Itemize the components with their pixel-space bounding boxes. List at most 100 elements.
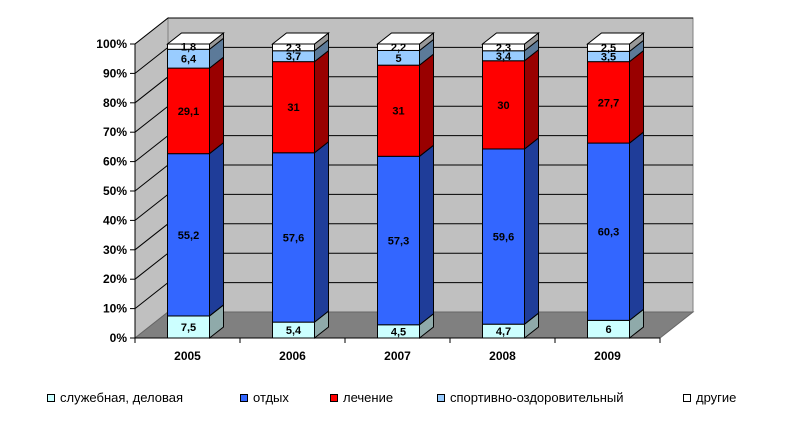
data-label: 2,5 [601,43,616,55]
y-tick-label: 90% [103,66,127,80]
legend-swatch [683,393,691,402]
y-tick-label: 20% [103,272,127,286]
x-tick-label: 2005 [174,349,201,363]
data-label: 1,8 [181,42,196,54]
data-label: 55,2 [178,230,199,242]
bar-front [482,148,525,325]
bar-segment: 29,1 [167,56,224,155]
y-tick-label: 70% [103,125,127,139]
data-label: 2,2 [391,42,406,54]
legend-swatch [47,393,55,402]
bar-side [209,141,224,317]
bar-segment: 6 [587,308,644,340]
data-label: 27,7 [598,97,619,109]
data-label: 2,3 [496,42,511,54]
bar-front [587,142,630,321]
bar-segment: 2,3 [481,31,540,54]
bar-top [586,32,645,45]
data-label: 3,5 [601,51,616,63]
bar-segment: 6,4 [167,37,224,70]
legend-label: служебная, деловая [60,390,184,405]
bar-side [314,140,329,324]
bar-top [481,32,540,45]
bar-front [377,64,420,157]
bar-segment: 2,2 [376,31,435,54]
y-tick-label: 100% [96,37,127,51]
legend-label: отдых [253,390,289,405]
bar-side [629,49,644,145]
y-tick-label: 0% [110,331,128,345]
data-label: 31 [287,102,299,114]
data-label: 57,3 [388,236,409,248]
bar-side [524,136,539,326]
x-tick-label: 2007 [384,349,411,363]
data-label: 57,6 [283,232,304,244]
bar-segment: 31 [377,53,434,158]
bar-segment: 4,5 [377,312,434,340]
legend-label: спортивно-оздоровительный [450,390,624,405]
data-label: 5,4 [286,325,302,337]
y-tick-label: 30% [103,243,127,257]
y-tick-label: 50% [103,184,127,198]
bar-top [376,32,435,45]
stacked-bar-chart: 0%10%20%30%40%50%60%70%80%90%100% 7,555,… [96,16,695,363]
data-label: 60,3 [598,227,619,239]
bar-top [166,32,225,45]
x-tick-label: 2009 [594,349,621,363]
legend-item: служебная, деловая [47,390,183,405]
bar-segment: 57,6 [272,140,329,324]
y-axis: 0% 10% 20% 30% 40% 50% 60% 70% 80% 90% 100% [96,37,136,345]
bar-front [377,155,420,326]
data-label: 59,6 [493,232,514,244]
bar-segment: 2,3 [271,31,330,54]
legend: служебная, деловая отдых лечение спортивно-… [0,390,790,410]
legend-label: лечение [343,390,394,405]
bar-segment: 1,8 [166,31,225,54]
bar-front [272,61,315,154]
bar-segment: 60,3 [587,131,644,322]
bar-segment: 57,3 [377,144,434,326]
bar-segment: 30 [482,48,539,150]
x-tick-label: 2008 [489,349,516,363]
bar-side [629,131,644,322]
bar-segment: 3,7 [272,38,329,63]
bar-segment: 31 [272,49,329,154]
y-tick-label: 10% [103,302,127,316]
bar-side [419,144,434,326]
bar-front [272,152,315,323]
bar-side [209,56,224,155]
data-label: 3,4 [496,51,512,63]
data-label: 5 [395,53,401,65]
bar-segment: 27,7 [587,49,644,145]
data-label: 29,1 [178,106,199,118]
data-label: 31 [392,106,404,118]
y-tick-label: 80% [103,96,127,110]
legend-swatch [437,393,445,402]
legend-swatch [330,393,338,402]
data-label: 6,4 [181,54,197,66]
y-tick-label: 40% [103,213,127,227]
bar-segment: 2,5 [586,31,645,55]
bar-segment: 55,2 [167,141,224,317]
y-tick-label: 60% [103,155,127,169]
data-label: 6 [605,324,611,336]
legend-label: другие [696,390,737,405]
x-tick-label: 2006 [279,349,306,363]
data-label: 4,5 [391,326,406,338]
legend-item: лечение [330,390,393,405]
gridline [134,17,693,45]
data-label: 4,7 [496,326,511,338]
legend-item: спортивно-оздоровительный [437,390,624,405]
x-axis: 2005 2006 2007 2008 2009 [134,337,661,363]
bar-side [524,48,539,150]
data-label: 3,7 [286,51,301,63]
legend-swatch [240,393,248,402]
bars: 7,555,229,16,41,85,457,6313,72,34,557,33… [166,31,645,340]
legend-item: отдых [240,390,289,405]
data-label: 2,3 [286,42,301,54]
bar-side [314,49,329,154]
bar-top [271,32,330,45]
legend-item: другие [683,390,736,405]
data-label: 7,5 [181,322,196,334]
bar-segment: 3,5 [587,39,644,63]
